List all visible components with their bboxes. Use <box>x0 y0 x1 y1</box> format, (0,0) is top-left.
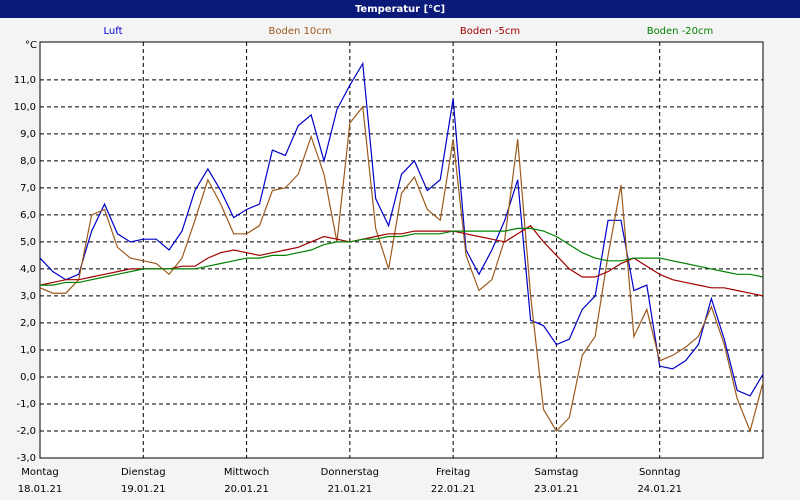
x-tick-label: Sonntag <box>639 467 681 478</box>
y-tick-label: 8,0 <box>20 156 36 167</box>
series-line <box>39 61 764 397</box>
x-tick-label: Samstag <box>535 467 579 478</box>
y-tick-label: 1,0 <box>20 345 36 356</box>
plot-area <box>39 41 764 459</box>
y-tick-label: 11,0 <box>14 75 36 86</box>
x-tick-label: Mittwoch <box>224 467 269 478</box>
x-tick-label: Donnerstag <box>321 467 379 478</box>
legend-entry: Boden -20cm <box>647 26 714 37</box>
series-line <box>40 227 764 286</box>
x-tick-date: 21.01.21 <box>328 484 373 495</box>
x-tick-date: 23.01.21 <box>534 484 579 495</box>
series-line <box>39 105 764 433</box>
legend-entry: Luft <box>104 26 123 37</box>
x-tick-date: 24.01.21 <box>637 484 682 495</box>
y-tick-label: 3,0 <box>20 291 36 302</box>
y-tick-label: 0,0 <box>20 372 36 383</box>
y-tick-label: 2,0 <box>20 318 36 329</box>
chart-title: Temperatur [°C] <box>355 4 445 15</box>
x-tick-label: Dienstag <box>121 467 166 478</box>
y-tick-label: 4,0 <box>20 264 36 275</box>
y-tick-label: 9,0 <box>20 129 36 140</box>
y-unit: °C <box>25 40 37 51</box>
y-tick-label: 7,0 <box>20 183 36 194</box>
legend-entry: Boden -5cm <box>460 26 520 37</box>
x-tick-date: 22.01.21 <box>431 484 476 495</box>
x-tick-date: 20.01.21 <box>224 484 269 495</box>
x-tick-label: Freitag <box>436 467 470 478</box>
y-tick-label: -1,0 <box>16 399 36 410</box>
title-bar <box>0 0 800 18</box>
x-tick-label: Montag <box>21 467 58 478</box>
x-tick-date: 18.01.21 <box>18 484 63 495</box>
y-tick-label: 10,0 <box>14 102 36 113</box>
y-tick-label: -2,0 <box>16 426 36 437</box>
legend-entry: Boden 10cm <box>269 26 332 37</box>
y-tick-label: 5,0 <box>20 237 36 248</box>
y-tick-label: -3,0 <box>16 453 36 464</box>
y-tick-label: 6,0 <box>20 210 36 221</box>
x-tick-date: 19.01.21 <box>121 484 166 495</box>
